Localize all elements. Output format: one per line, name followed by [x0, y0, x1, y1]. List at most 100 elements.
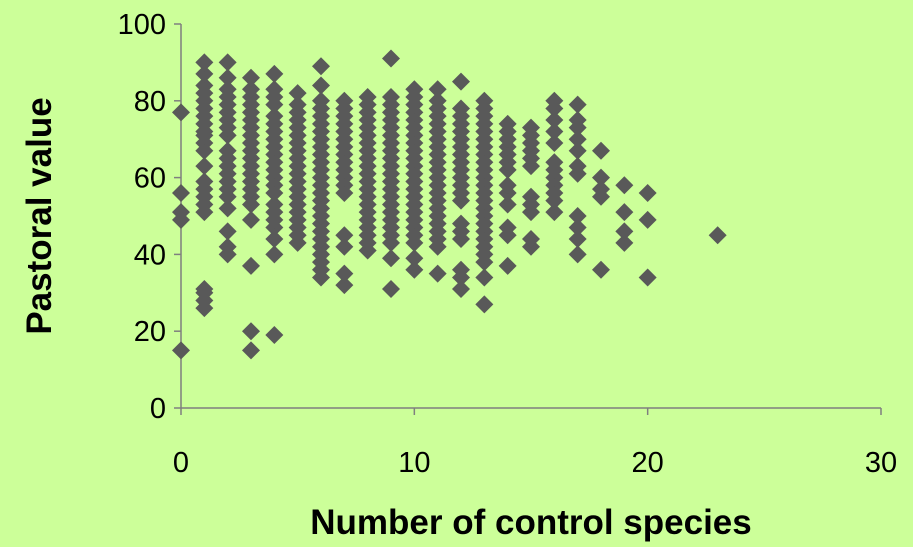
data-point — [592, 180, 610, 199]
data-point — [475, 91, 494, 110]
data-point — [218, 80, 237, 99]
data-point — [335, 226, 354, 245]
data-point — [288, 84, 307, 103]
data-point — [498, 195, 517, 214]
data-point — [242, 341, 260, 360]
data-point — [265, 64, 284, 83]
data-point — [452, 72, 470, 91]
data-point — [638, 268, 657, 287]
data-point — [335, 264, 354, 283]
x-tick-label: 10 — [398, 447, 430, 479]
data-point — [312, 91, 330, 110]
data-point — [428, 80, 447, 99]
data-point — [452, 99, 470, 118]
data-point — [265, 107, 284, 126]
data-point — [708, 226, 727, 245]
data-point — [428, 91, 447, 110]
data-point — [568, 141, 587, 160]
data-point — [568, 157, 587, 176]
data-point — [568, 130, 587, 149]
data-point — [522, 118, 540, 137]
data-point — [568, 245, 587, 264]
data-point — [312, 57, 330, 76]
data-point — [498, 218, 517, 237]
data-point — [265, 195, 284, 214]
data-point — [382, 279, 400, 298]
data-point — [218, 141, 237, 160]
data-point — [405, 80, 424, 99]
data-point — [218, 53, 237, 72]
data-point — [568, 207, 587, 225]
data-point — [545, 91, 564, 110]
data-points — [172, 49, 727, 360]
data-point — [545, 122, 564, 141]
y-tick-label: 20 — [134, 316, 166, 348]
y-tick-label: 60 — [134, 163, 166, 195]
data-point — [545, 111, 564, 129]
data-point — [475, 295, 494, 314]
data-point — [242, 68, 260, 87]
data-point — [265, 245, 284, 264]
data-point — [242, 256, 260, 275]
data-point — [358, 87, 377, 106]
data-point — [382, 249, 400, 268]
data-point — [545, 134, 564, 153]
data-point — [615, 176, 634, 195]
data-point — [218, 199, 237, 218]
data-point — [195, 76, 214, 95]
x-axis-title: Number of control species — [310, 503, 751, 542]
data-point — [498, 256, 517, 275]
data-point — [615, 233, 634, 252]
data-point — [195, 64, 214, 83]
data-point — [428, 264, 447, 283]
data-point — [568, 111, 587, 129]
data-point — [382, 87, 400, 106]
x-tick-label: 0 — [173, 447, 189, 479]
y-axis-title: Pastoral value — [20, 97, 59, 334]
data-point — [172, 103, 190, 122]
data-point — [242, 322, 260, 341]
y-tick-label: 0 — [150, 393, 166, 425]
data-point — [405, 249, 424, 268]
data-point — [615, 203, 634, 222]
data-point — [452, 214, 470, 233]
x-ticks: 0 10 20 30 — [173, 408, 897, 479]
data-point — [242, 210, 260, 229]
data-point — [218, 68, 237, 87]
data-point — [568, 95, 587, 114]
data-point — [195, 172, 214, 191]
data-point — [382, 49, 400, 68]
data-point — [265, 326, 284, 345]
data-point — [242, 80, 260, 99]
data-point — [195, 279, 214, 298]
data-point — [452, 279, 470, 298]
data-point — [498, 176, 517, 195]
data-point — [218, 237, 237, 256]
data-point — [568, 218, 587, 237]
data-point — [452, 260, 470, 279]
data-point — [638, 183, 657, 202]
data-point — [475, 268, 494, 287]
data-point — [335, 91, 354, 110]
y-tick-label: 100 — [118, 9, 166, 41]
data-point — [195, 157, 214, 176]
x-tick-label: 20 — [632, 447, 664, 479]
data-point — [172, 203, 190, 222]
data-point — [498, 114, 517, 133]
data-point — [172, 183, 190, 202]
data-point — [592, 168, 610, 187]
data-point — [405, 260, 424, 279]
data-point — [522, 230, 540, 249]
data-point — [335, 276, 354, 295]
data-point — [592, 260, 610, 279]
data-point — [335, 237, 354, 256]
data-point — [545, 153, 564, 172]
y-tick-label: 80 — [134, 86, 166, 118]
data-point — [312, 76, 330, 95]
data-point — [265, 230, 284, 249]
data-point — [615, 222, 634, 241]
data-point — [195, 53, 214, 72]
data-point — [592, 141, 610, 160]
